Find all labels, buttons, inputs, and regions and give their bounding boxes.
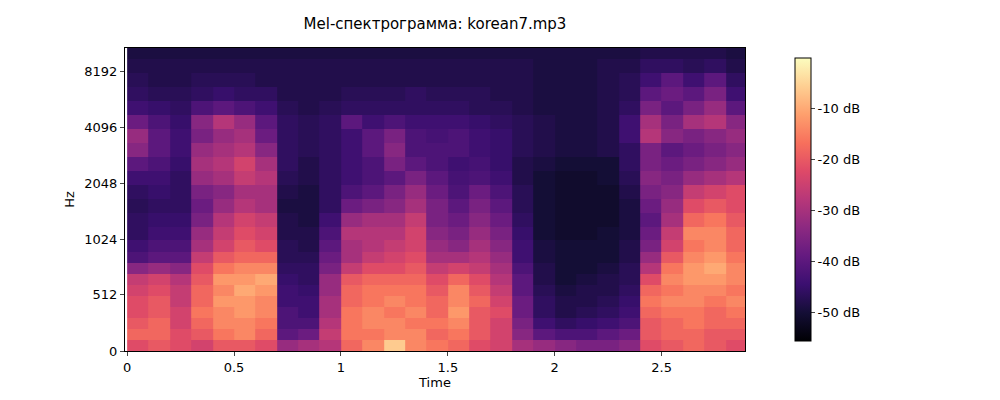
svg-text:-10 dB: -10 dB (818, 101, 861, 116)
svg-text:1: 1 (337, 360, 345, 375)
svg-text:Mel-спектрограмма: korean7.mp3: Mel-спектрограмма: korean7.mp3 (304, 15, 567, 33)
svg-text:0: 0 (109, 344, 117, 359)
svg-text:-20 dB: -20 dB (818, 152, 861, 167)
svg-text:0: 0 (123, 360, 131, 375)
svg-text:2.5: 2.5 (651, 360, 672, 375)
svg-text:8192: 8192 (84, 64, 117, 79)
svg-text:1.5: 1.5 (437, 360, 458, 375)
svg-text:-40 dB: -40 dB (818, 254, 861, 269)
svg-text:512: 512 (93, 287, 118, 302)
svg-text:0.5: 0.5 (224, 360, 245, 375)
svg-text:-50 dB: -50 dB (818, 305, 861, 320)
svg-text:1024: 1024 (84, 232, 117, 247)
svg-text:Hz: Hz (62, 191, 77, 208)
svg-text:2: 2 (551, 360, 559, 375)
svg-text:4096: 4096 (84, 120, 117, 135)
svg-text:-30 dB: -30 dB (818, 203, 861, 218)
svg-text:Time: Time (418, 375, 451, 390)
svg-text:2048: 2048 (84, 176, 117, 191)
